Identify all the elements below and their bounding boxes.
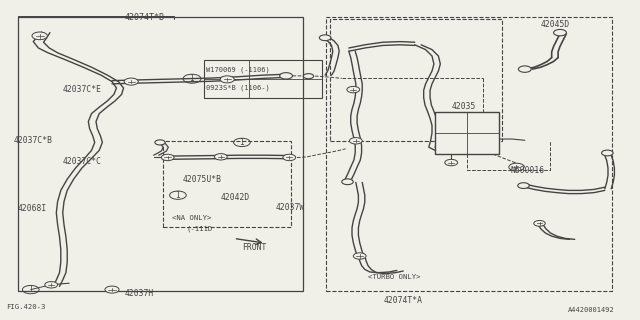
Circle shape (161, 154, 174, 161)
Circle shape (280, 73, 292, 79)
Text: 0923S*B (1106-): 0923S*B (1106-) (206, 84, 270, 91)
Text: 42042D: 42042D (221, 193, 250, 202)
Text: FRONT: FRONT (242, 243, 266, 252)
Text: 42037C*C: 42037C*C (63, 157, 102, 166)
Circle shape (303, 74, 314, 79)
Text: 42037C*E: 42037C*E (63, 85, 102, 94)
Text: 1: 1 (28, 285, 33, 294)
Bar (204, 60, 322, 98)
Circle shape (509, 163, 524, 171)
Circle shape (349, 138, 362, 144)
Circle shape (124, 78, 138, 85)
Circle shape (347, 86, 360, 93)
Circle shape (45, 282, 58, 288)
Text: 42075U*B: 42075U*B (182, 175, 221, 184)
Circle shape (342, 179, 353, 185)
Circle shape (220, 76, 234, 83)
Text: (-111D: (-111D (187, 226, 213, 232)
Text: 42037C*B: 42037C*B (14, 136, 53, 145)
Circle shape (105, 286, 119, 293)
Text: <TURBO ONLY>: <TURBO ONLY> (368, 274, 420, 280)
Text: 42074T*B: 42074T*B (125, 13, 165, 22)
Text: 42037H: 42037H (125, 289, 154, 298)
Circle shape (214, 154, 227, 160)
Bar (18, 17, 303, 291)
Circle shape (445, 159, 458, 166)
Circle shape (518, 183, 529, 188)
Circle shape (353, 253, 366, 259)
Bar (163, 141, 291, 227)
Circle shape (155, 140, 165, 145)
Circle shape (554, 29, 566, 36)
Text: A4420001492: A4420001492 (568, 307, 615, 313)
Text: FIG.420-3: FIG.420-3 (6, 304, 46, 309)
Text: 42045D: 42045D (541, 20, 570, 28)
Text: 42068I: 42068I (18, 204, 47, 212)
Bar (330, 19, 502, 141)
Circle shape (319, 35, 331, 41)
Circle shape (602, 150, 613, 156)
Text: 42037W: 42037W (275, 203, 305, 212)
Text: <NA ONLY>: <NA ONLY> (172, 215, 211, 221)
Text: 1: 1 (175, 191, 180, 200)
Text: W170069 (-1106): W170069 (-1106) (206, 67, 270, 73)
Circle shape (518, 66, 531, 72)
Text: 1: 1 (239, 138, 244, 147)
Bar (435, 112, 499, 154)
Circle shape (283, 154, 296, 161)
Bar (326, 17, 612, 291)
Circle shape (32, 32, 47, 40)
Text: 42074T*A: 42074T*A (384, 296, 423, 305)
Circle shape (534, 220, 545, 226)
Text: 1: 1 (189, 74, 195, 83)
Text: N600016: N600016 (511, 166, 545, 175)
Text: 42035: 42035 (451, 102, 476, 111)
